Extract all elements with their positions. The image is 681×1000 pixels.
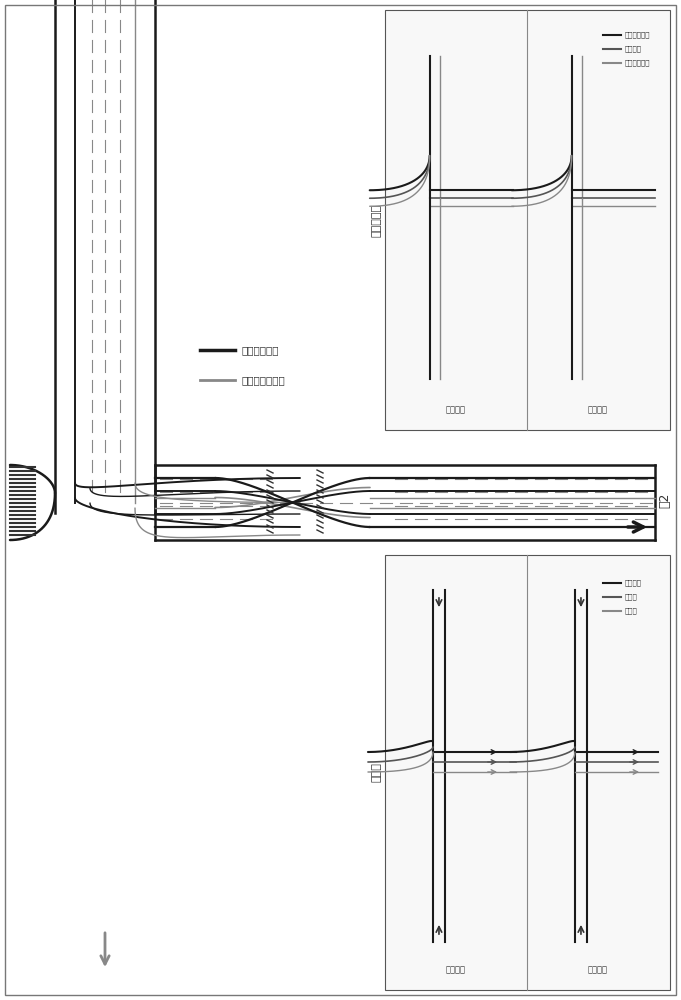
- Text: 第一相位: 第一相位: [446, 965, 466, 974]
- Text: 绿灯全行: 绿灯全行: [625, 580, 642, 586]
- Text: 第一相位: 第一相位: [446, 405, 466, 414]
- Text: 第二相位: 第二相位: [588, 965, 608, 974]
- Text: 行人注意通行: 行人注意通行: [625, 60, 650, 66]
- Text: 行人通行: 行人通行: [625, 46, 642, 52]
- Text: 相位图: 相位图: [372, 763, 382, 782]
- Bar: [385, 10, 670, 430]
- Text: 一车道: 一车道: [625, 594, 637, 600]
- Text: 主路交通流向: 主路交通流向: [242, 345, 279, 355]
- Text: 第二相位: 第二相位: [588, 405, 608, 414]
- Text: 一车道: 一车道: [625, 608, 637, 614]
- Bar: [385, 555, 670, 990]
- Text: 被交叉交通流向: 被交叉交通流向: [242, 375, 286, 385]
- Text: 行人禁止通行: 行人禁止通行: [625, 32, 650, 38]
- Text: 图2: 图2: [658, 492, 671, 508]
- Text: 人行相位图: 人行相位图: [372, 203, 382, 237]
